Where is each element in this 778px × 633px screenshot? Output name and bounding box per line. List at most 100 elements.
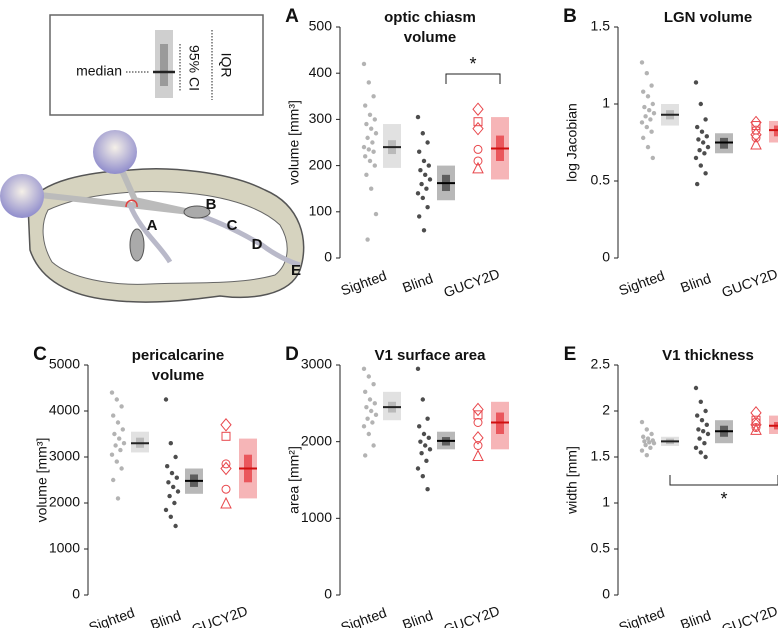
legend-label: median — [76, 63, 122, 79]
data-point — [695, 413, 700, 418]
panel-label: A — [285, 6, 299, 27]
data-point — [642, 104, 647, 110]
data-point — [472, 431, 484, 445]
y-tick-label: 1 — [602, 95, 610, 111]
data-point — [641, 434, 646, 439]
data-point — [704, 422, 709, 427]
data-point — [112, 431, 117, 437]
data-point — [365, 416, 370, 421]
data-point — [420, 473, 425, 479]
data-point — [639, 60, 645, 65]
data-point — [473, 144, 483, 154]
y-tick-label: 0 — [602, 586, 610, 602]
y-axis-label: volume [mm³] — [34, 438, 50, 523]
structure-label: B — [206, 196, 217, 213]
x-tick-label: Blind — [678, 607, 713, 628]
data-point — [361, 61, 367, 67]
data-point — [173, 523, 178, 529]
data-point — [751, 125, 761, 135]
x-tick-label: Sighted — [87, 604, 137, 628]
data-point — [641, 135, 646, 141]
panel-label: E — [564, 344, 577, 365]
data-point — [639, 120, 645, 125]
data-point — [175, 489, 181, 494]
x-tick-label: Blind — [678, 270, 713, 296]
data-point — [642, 439, 647, 444]
structure-label: C — [227, 217, 238, 234]
data-point — [424, 186, 429, 191]
data-point — [643, 114, 648, 119]
y-tick-label: 500 — [309, 18, 333, 34]
data-point — [649, 129, 654, 134]
data-point — [367, 158, 373, 164]
chart-title: volume — [152, 367, 205, 384]
data-point — [361, 144, 367, 150]
data-point — [168, 441, 173, 446]
y-tick-label: 300 — [309, 110, 333, 126]
data-point — [644, 427, 649, 432]
y-tick-label: 1.5 — [591, 448, 611, 464]
data-point — [701, 429, 706, 434]
legend-ci — [160, 44, 168, 86]
data-point — [643, 442, 648, 448]
data-point — [703, 454, 708, 460]
x-tick-label: Blind — [148, 607, 183, 628]
data-point — [651, 441, 657, 446]
data-point — [363, 103, 368, 108]
data-point — [647, 440, 652, 445]
data-point — [221, 431, 231, 441]
data-point — [169, 470, 175, 476]
data-point — [372, 401, 377, 406]
data-point — [370, 420, 375, 425]
data-point — [647, 107, 652, 113]
data-point — [425, 204, 430, 210]
data-point — [696, 137, 701, 142]
data-point — [473, 156, 483, 166]
chart-title: pericalcarine — [132, 347, 225, 364]
y-tick-label: 5000 — [49, 356, 80, 372]
data-point — [421, 228, 427, 233]
y-tick-label: 4000 — [49, 402, 80, 418]
data-point — [113, 443, 118, 448]
data-point — [419, 181, 424, 187]
data-point — [639, 419, 645, 425]
data-point — [418, 439, 423, 444]
data-point — [114, 397, 120, 402]
x-tick-label: GUCY2D — [441, 265, 501, 300]
data-point — [698, 101, 703, 107]
y-tick-label: 3000 — [301, 356, 332, 372]
significance-bracket — [445, 73, 501, 84]
panel-label: D — [285, 344, 299, 365]
data-point — [472, 121, 484, 136]
data-point — [697, 436, 702, 441]
data-point — [750, 128, 762, 142]
structure-label: E — [291, 262, 301, 279]
x-tick-label: Sighted — [339, 604, 389, 628]
chart-title: optic chiasm — [384, 9, 476, 26]
significance-bracket — [669, 475, 778, 486]
data-point — [366, 431, 371, 437]
lgn — [183, 205, 211, 219]
data-point — [425, 416, 430, 421]
data-point — [366, 374, 371, 379]
data-point — [114, 459, 120, 464]
data-point — [417, 149, 422, 154]
data-point — [121, 441, 127, 446]
data-point — [117, 436, 122, 441]
data-point — [473, 418, 483, 427]
data-point — [418, 168, 423, 173]
data-point — [366, 80, 371, 85]
data-point — [361, 424, 367, 429]
data-point — [367, 112, 373, 117]
y-tick-label: 2 — [602, 402, 610, 418]
data-point — [371, 149, 376, 154]
data-point — [220, 418, 232, 432]
brain-inner — [42, 191, 288, 285]
data-point — [373, 211, 379, 217]
iqr-box — [769, 120, 778, 143]
data-point — [695, 181, 700, 187]
structure-label: A — [147, 217, 158, 234]
x-tick-label: GUCY2D — [441, 602, 501, 628]
data-point — [174, 475, 179, 480]
data-point — [648, 117, 653, 122]
